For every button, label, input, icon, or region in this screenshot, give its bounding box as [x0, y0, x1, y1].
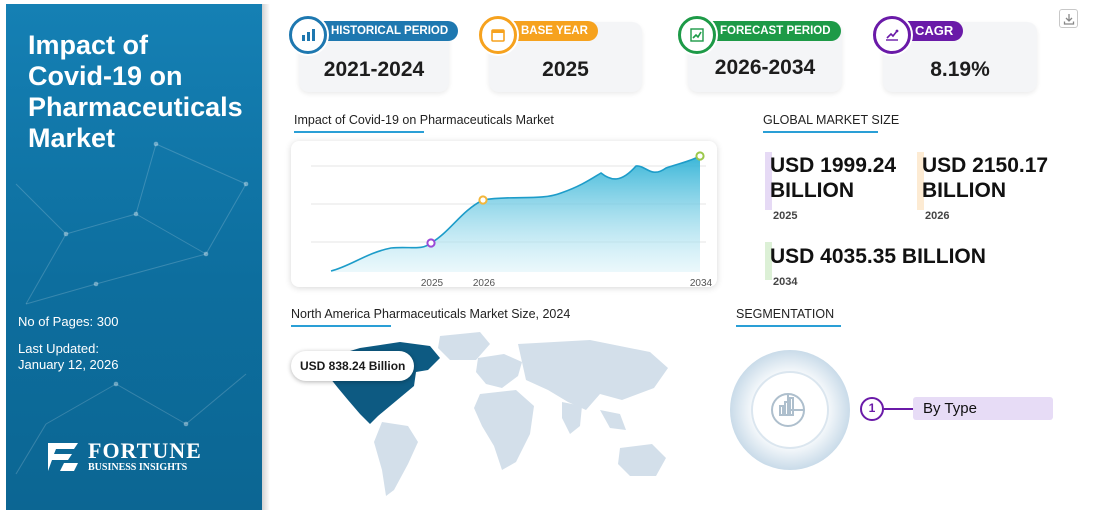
stat-card-historical: HISTORICAL PERIOD 2021-2024 — [287, 14, 459, 92]
market-size-2025: USD 1999.24 BILLION — [770, 153, 896, 203]
stat-label: HISTORICAL PERIOD — [313, 21, 459, 41]
stat-card-forecast: FORECAST PERIOD 2026-2034 — [676, 14, 842, 92]
market-size-unit: BILLION — [922, 179, 1006, 202]
marker-2026 — [478, 195, 488, 205]
market-size-title: GLOBAL MARKET SIZE — [763, 113, 900, 127]
stat-label: FORECAST PERIOD — [702, 21, 841, 41]
fortune-logo: FORTUNE BUSINESS INSIGHTS — [44, 440, 202, 474]
title-line: Covid-19 on — [28, 61, 183, 91]
brand-tagline: BUSINESS INSIGHTS — [88, 462, 188, 473]
market-size-year: 2026 — [925, 210, 950, 222]
chart-section-title: Impact of Covid-19 on Pharmaceuticals Ma… — [294, 113, 554, 127]
pie-chart-icon — [771, 393, 805, 427]
market-size-value: USD 1999.24 — [770, 154, 897, 177]
stat-value: 2026-2034 — [714, 56, 816, 79]
segmentation-graphic — [730, 350, 850, 470]
segment-number-badge: 1 — [860, 397, 884, 421]
last-updated-label: Last Updated: — [18, 341, 99, 356]
area-chart: 2025 2026 2034 — [311, 151, 713, 289]
bar-chart-icon — [287, 14, 329, 56]
network-pattern — [15, 141, 249, 475]
download-button[interactable] — [1059, 9, 1078, 28]
x-tick-label: 2026 — [473, 278, 496, 287]
marker-2025 — [426, 238, 436, 248]
title-line: Pharmaceuticals — [28, 92, 243, 122]
stat-value: 2021-2024 — [323, 58, 425, 81]
calendar-icon — [477, 14, 519, 56]
brand-name: FORTUNE — [88, 438, 202, 463]
world-map — [320, 332, 668, 496]
forecast-chart-icon — [676, 14, 718, 56]
report-sidebar — [6, 4, 262, 510]
north-america-title: North America Pharmaceuticals Market Siz… — [291, 307, 571, 321]
market-size-year: 2025 — [773, 210, 798, 222]
market-size-2034: USD 4035.35 BILLION — [770, 245, 986, 268]
title-line: Impact of — [28, 30, 149, 60]
market-size-unit: BILLION — [770, 179, 854, 202]
stat-label: CAGR — [897, 21, 964, 41]
stat-value: 2025 — [542, 58, 589, 81]
x-tick-label: 2025 — [421, 278, 444, 287]
market-size-accent — [765, 242, 772, 280]
market-chart: 2025 2026 2034 — [291, 141, 717, 289]
page-count: No of Pages: 300 — [18, 314, 119, 329]
market-size-year: 2034 — [773, 276, 798, 288]
growth-chart-icon — [871, 14, 913, 56]
download-icon — [1063, 13, 1074, 25]
market-size-value: USD 2150.17 — [922, 154, 1049, 177]
title-line: Market — [28, 123, 116, 153]
stat-value: 8.19% — [930, 58, 990, 81]
last-updated-date: January 12, 2026 — [18, 357, 119, 372]
x-tick-label: 2034 — [690, 278, 713, 287]
stat-label: BASE YEAR — [503, 21, 598, 41]
stat-card-cagr: CAGR 8.19% — [871, 14, 1037, 92]
logo-mark-icon — [48, 443, 78, 471]
market-size-accent — [917, 152, 924, 210]
area-fill — [331, 156, 700, 272]
report-title: Impact of Covid-19 on Pharmaceuticals Ma… — [28, 30, 328, 154]
north-america-value-tooltip: USD 838.24 Billion — [291, 351, 415, 381]
segmentation-title: SEGMENTATION — [736, 307, 835, 321]
market-size-accent — [765, 152, 772, 210]
market-size-2026: USD 2150.17 BILLION — [922, 153, 1048, 203]
segment-by-type[interactable]: By Type — [913, 397, 1053, 420]
stat-card-base-year: BASE YEAR 2025 — [477, 14, 642, 92]
area-line — [330, 155, 701, 272]
marker-2034 — [695, 151, 705, 161]
